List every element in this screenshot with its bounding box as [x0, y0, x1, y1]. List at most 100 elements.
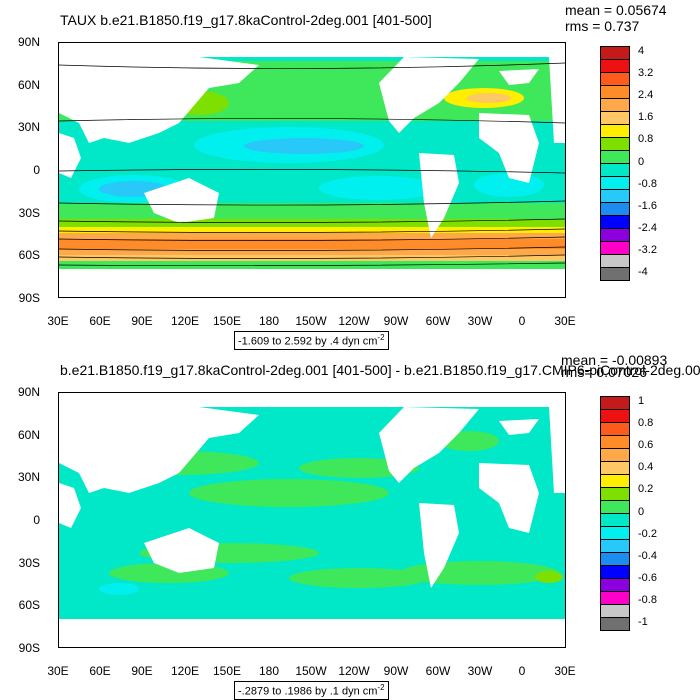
- world-map: [58, 392, 566, 648]
- lon-label: 0: [518, 314, 526, 328]
- lat-label: 0: [33, 163, 40, 177]
- colorbar-label: -3.2: [638, 243, 657, 256]
- colorbar-swatch: [600, 241, 630, 255]
- colorbar-swatch: [600, 591, 630, 605]
- lon-label: 90E: [131, 664, 153, 678]
- lon-label: 30W: [467, 664, 493, 678]
- lat-label: 60S: [18, 598, 40, 612]
- colorbar-swatch: [600, 202, 630, 216]
- lat-label: 90N: [17, 385, 40, 399]
- colorbar-swatch: [600, 461, 630, 475]
- panel-title: b.e21.B1850.f19_g17.8kaControl-2deg.001 …: [60, 362, 700, 378]
- lon-label: 120E: [170, 314, 200, 328]
- contour-range-text: -.2879 to .1986 by .1 dyn cm: [238, 685, 378, 698]
- lat-label: 30S: [18, 556, 40, 570]
- lat-label: 30N: [17, 470, 40, 484]
- lat-label: 30S: [18, 206, 40, 220]
- lon-label: 90W: [383, 314, 409, 328]
- colorbar-label: 1.6: [638, 111, 654, 124]
- colorbar-swatch: [600, 526, 630, 540]
- colorbar-swatch: [600, 46, 630, 60]
- colorbar-label: 2.4: [638, 89, 654, 102]
- colorbar-swatch: [600, 150, 630, 164]
- colorbar-swatch: [600, 500, 630, 514]
- rms-value: rms = 0.737: [565, 18, 640, 34]
- colorbar-swatch: [600, 604, 630, 618]
- lon-label: 120E: [170, 664, 200, 678]
- lon-label: 150E: [212, 664, 242, 678]
- world-map: [58, 42, 566, 298]
- lon-label: 0: [518, 664, 526, 678]
- lon-label: 30E: [554, 314, 576, 328]
- colorbar-label: 3.2: [638, 67, 654, 80]
- colorbar-swatch: [600, 539, 630, 553]
- lon-label: 30E: [47, 314, 69, 328]
- colorbar-swatch: [600, 59, 630, 73]
- colorbar-swatch: [600, 448, 630, 462]
- lat-label: 60N: [17, 428, 40, 442]
- lon-label: 30W: [467, 314, 493, 328]
- panel-taux-difference: b.e21.B1850.f19_g17.8kaControl-2deg.001 …: [0, 350, 700, 700]
- colorbar-label: -0.8: [638, 593, 657, 606]
- lon-label: 120W: [338, 664, 370, 678]
- colorbar-label: -1.6: [638, 199, 657, 212]
- colorbar-swatch: [600, 565, 630, 579]
- colorbar-swatch: [600, 124, 630, 138]
- colorbar-swatch: [600, 111, 630, 125]
- colorbar-swatch: [600, 228, 630, 242]
- lat-label: 90S: [18, 291, 40, 305]
- contour-range-box: -1.609 to 2.592 by .4 dyn cm-2: [234, 331, 389, 350]
- colorbar-label: 4: [638, 45, 645, 57]
- colorbar-label: -0.8: [638, 177, 657, 190]
- colorbar-label: 0.8: [638, 417, 654, 430]
- colorbar-label: 0.8: [638, 133, 654, 146]
- colorbar-swatch: [600, 487, 630, 501]
- colorbar-label: -0.4: [638, 549, 657, 562]
- colorbar-label: -0.6: [638, 571, 657, 584]
- colorbar-swatch: [600, 396, 630, 410]
- colorbar-swatch: [600, 163, 630, 177]
- lon-label: 60E: [89, 314, 111, 328]
- lon-label: 60E: [89, 664, 111, 678]
- colorbar-label: -4: [638, 266, 648, 278]
- lon-label: 30E: [47, 664, 69, 678]
- colorbar-swatch: [600, 98, 630, 112]
- colorbar-swatch: [600, 189, 630, 203]
- lat-label: 90N: [17, 35, 40, 49]
- lon-label: 180: [258, 314, 280, 328]
- panel-taux-control: TAUX b.e21.B1850.f19_g17.8kaControl-2deg…: [17, 2, 667, 350]
- colorbar-label: 0.6: [638, 439, 654, 452]
- colorbar-swatch: [600, 513, 630, 527]
- contour-range-box: -.2879 to .1986 by .1 dyn cm-2: [234, 681, 389, 700]
- colorbar-swatch: [600, 617, 630, 631]
- colorbar-swatch: [600, 578, 630, 592]
- lon-label: 90E: [131, 314, 153, 328]
- unit-exponent: -2: [377, 333, 385, 342]
- colorbar-label: -1: [638, 616, 648, 628]
- lat-label: 90S: [18, 641, 40, 655]
- lat-label: 60N: [17, 78, 40, 92]
- colorbar-swatch: [600, 176, 630, 190]
- colorbar-label: -0.2: [638, 527, 657, 540]
- colorbar-swatch: [600, 409, 630, 423]
- colorbar-label: 1: [638, 395, 645, 407]
- lat-label: 0: [33, 513, 40, 527]
- colorbar-label: 0: [638, 155, 645, 168]
- lon-label: 30E: [554, 664, 576, 678]
- colorbar-label: -2.4: [638, 221, 657, 234]
- contour-range-text: -1.609 to 2.592 by .4 dyn cm: [238, 335, 378, 348]
- colorbar-label: 0.4: [638, 461, 654, 474]
- unit-exponent: -2: [377, 683, 385, 692]
- lat-label: 30N: [17, 120, 40, 134]
- mean-value: mean = -0.00893: [561, 352, 668, 368]
- colorbar-swatch: [600, 552, 630, 566]
- lon-label: 90W: [383, 664, 409, 678]
- taux-difference-plot: [59, 393, 565, 647]
- lon-label: 150E: [212, 314, 242, 328]
- colorbar-swatch: [600, 137, 630, 151]
- rms-value: rms= 0.07026: [561, 364, 647, 380]
- lon-label: 150W: [295, 664, 327, 678]
- colorbar-label: 0.2: [638, 483, 654, 496]
- colorbar-swatch: [600, 254, 630, 268]
- taux-field-plot: [59, 43, 565, 297]
